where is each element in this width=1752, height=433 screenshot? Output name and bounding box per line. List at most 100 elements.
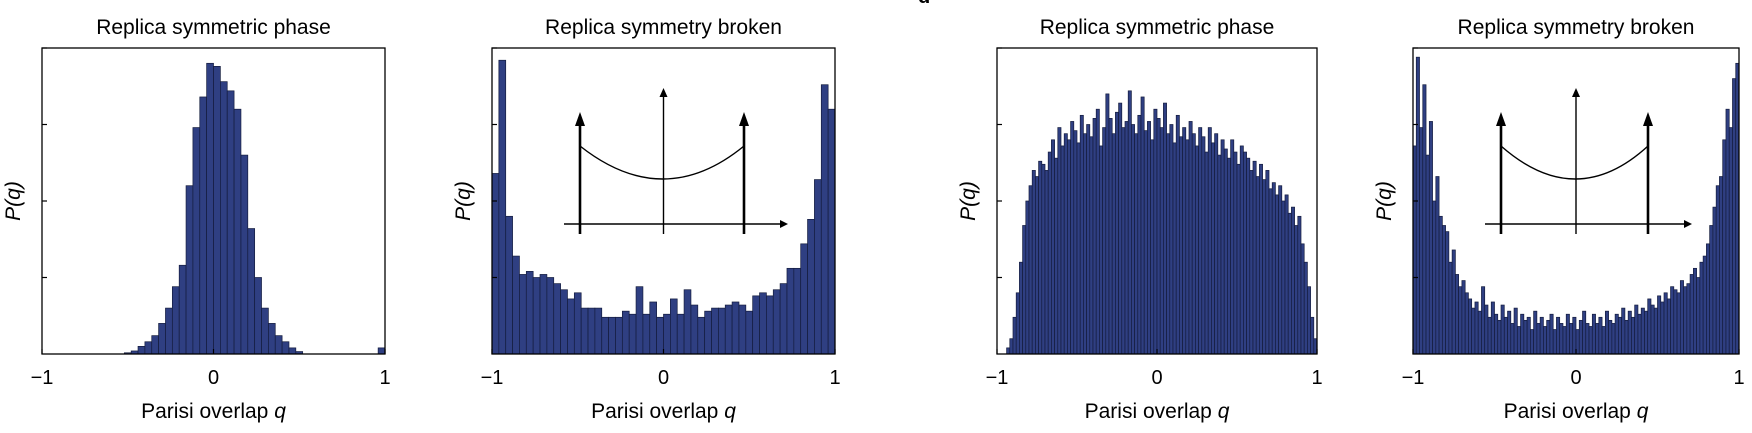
bar xyxy=(1092,118,1097,355)
bar xyxy=(1249,170,1254,355)
bar xyxy=(1451,249,1456,355)
bar xyxy=(1079,114,1084,355)
bar xyxy=(165,307,173,355)
bar xyxy=(1121,127,1126,355)
bar xyxy=(1458,286,1463,355)
bar xyxy=(807,219,815,355)
bar xyxy=(635,286,644,355)
bar xyxy=(1057,127,1062,355)
bar xyxy=(1287,212,1292,355)
bar xyxy=(185,185,194,355)
bar xyxy=(670,298,678,355)
bar xyxy=(1611,323,1616,355)
bar xyxy=(1670,286,1675,355)
bar xyxy=(1207,127,1212,355)
bar xyxy=(1051,139,1055,355)
bar xyxy=(1441,225,1446,355)
bar xyxy=(1163,102,1167,355)
bar xyxy=(546,277,555,355)
bar xyxy=(1484,304,1489,355)
bar xyxy=(1686,283,1691,355)
bar xyxy=(1214,133,1219,355)
bar xyxy=(1067,139,1071,355)
bar xyxy=(1179,136,1183,355)
panel-letter: d xyxy=(918,0,930,9)
x-axis-label-variable: q xyxy=(724,400,736,423)
inset-delta-arrowhead xyxy=(575,112,585,126)
bar xyxy=(1435,176,1440,355)
bar xyxy=(1246,157,1251,355)
bar xyxy=(1481,286,1486,355)
bar xyxy=(1468,298,1473,355)
bar xyxy=(759,292,767,355)
bar xyxy=(1201,136,1206,355)
bar xyxy=(1259,163,1263,355)
inset-y-arrowhead xyxy=(1572,88,1580,97)
bar xyxy=(1614,313,1619,355)
bar xyxy=(1448,261,1453,355)
bar xyxy=(1019,261,1023,355)
bar xyxy=(1546,319,1551,355)
bar xyxy=(1035,176,1039,355)
x-axis-label-variable: q xyxy=(1637,400,1649,423)
bar xyxy=(1300,243,1305,355)
bar xyxy=(1223,148,1228,355)
x-axis-label: Parisi overlap q xyxy=(1085,400,1230,423)
inset-y-arrowhead xyxy=(659,88,668,97)
bar xyxy=(1637,313,1642,355)
bar xyxy=(1047,151,1052,355)
bar xyxy=(1211,142,1215,355)
bar xyxy=(1631,316,1636,355)
bar xyxy=(1044,170,1049,355)
bar xyxy=(1271,182,1276,355)
bar xyxy=(213,66,221,355)
bar xyxy=(1464,292,1469,355)
bar xyxy=(1715,185,1720,355)
bar xyxy=(1009,338,1014,355)
y-axis-label: P(q) xyxy=(957,181,980,221)
chart-panel-3: −1 0 1 Replica symmetric phase Parisi overla… xyxy=(957,16,1323,423)
bar xyxy=(1487,316,1492,355)
bar xyxy=(1507,310,1512,355)
bar xyxy=(1060,145,1065,355)
bar xyxy=(1539,316,1544,355)
bar xyxy=(1284,194,1289,355)
bar xyxy=(377,347,386,355)
bar xyxy=(1185,139,1190,355)
bar xyxy=(1657,295,1662,355)
bar xyxy=(505,215,513,355)
bar xyxy=(220,81,228,355)
bar xyxy=(814,179,822,355)
bar xyxy=(1236,163,1241,355)
bar xyxy=(1569,323,1574,355)
bar xyxy=(1474,301,1479,355)
bar xyxy=(1490,301,1495,355)
bar xyxy=(1438,215,1443,355)
bar xyxy=(1294,225,1299,355)
bar xyxy=(1516,326,1521,355)
bar xyxy=(1153,108,1158,355)
inset-continuous-curve xyxy=(579,145,745,180)
bar xyxy=(1676,292,1681,355)
bar xyxy=(1031,170,1036,355)
bar xyxy=(233,108,242,355)
bar xyxy=(1497,319,1502,355)
bar xyxy=(1552,329,1557,355)
bar xyxy=(1523,319,1528,355)
bar xyxy=(594,307,603,355)
bar xyxy=(1598,316,1603,355)
bar xyxy=(1702,255,1707,355)
x-axis-label-text: Parisi overlap xyxy=(1085,400,1218,423)
bar xyxy=(1303,261,1308,355)
bar xyxy=(1111,133,1116,355)
inset-schematic xyxy=(564,88,788,234)
bar xyxy=(779,283,788,355)
bar xyxy=(1503,316,1508,355)
bar xyxy=(663,313,671,355)
bar xyxy=(1150,139,1155,355)
bar xyxy=(1549,313,1554,355)
bar xyxy=(1054,157,1059,355)
bar xyxy=(1137,114,1142,355)
bar xyxy=(628,313,637,355)
bar xyxy=(1159,127,1164,355)
